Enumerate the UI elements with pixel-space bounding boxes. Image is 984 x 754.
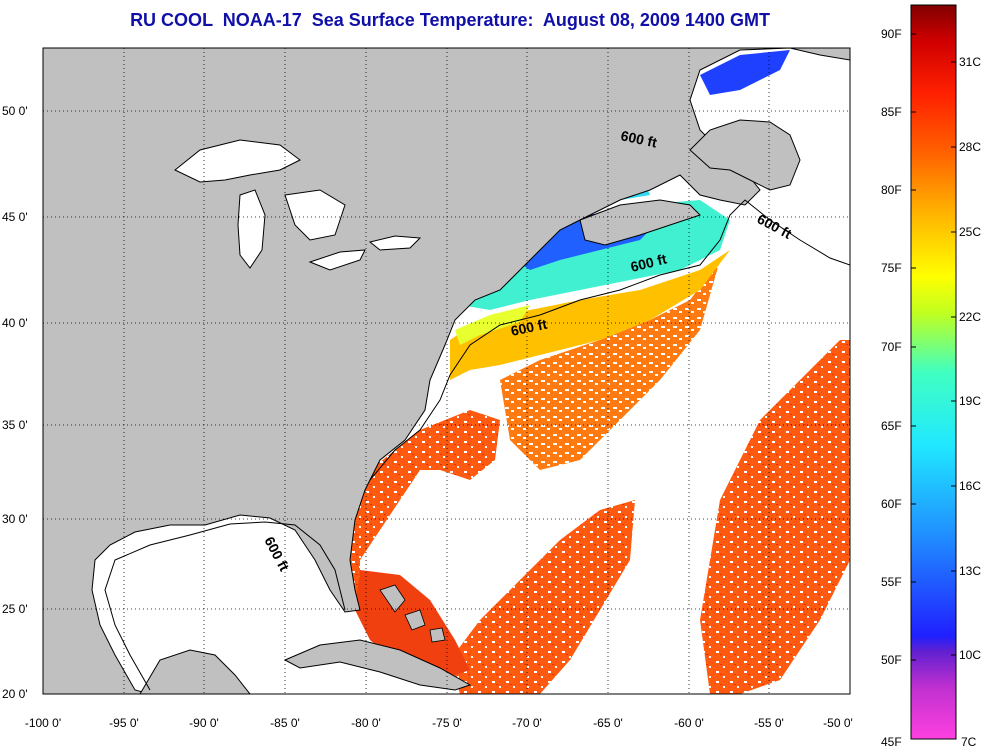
colorbar-f-label: 90F [881, 27, 902, 41]
depth-contour-600ft [369, 199, 850, 481]
lon-label: -95 0' [109, 716, 139, 730]
lat-label: 25 0' [2, 602, 28, 616]
lon-label: -70 0' [512, 716, 542, 730]
colorbar-c-label: 22C [959, 310, 981, 324]
colorbar-c-label: 13C [959, 564, 981, 578]
colorbar-c-label: 25C [959, 225, 981, 239]
lake-ontario [368, 235, 422, 251]
sst-shelf-patch [450, 250, 730, 380]
sst-east-patch [700, 340, 850, 694]
yucatan-landmass [139, 649, 251, 694]
lake-michigan [237, 189, 266, 269]
lake-huron [284, 189, 346, 241]
colorbar-f-label: 85F [881, 105, 902, 119]
colorbar-c-label: 7C [961, 735, 977, 749]
contour-label: 600 ft [509, 316, 548, 339]
nova-scotia-landmass [579, 199, 701, 246]
colorbar-c-label: 10C [959, 648, 981, 662]
newfoundland-landmass [689, 119, 801, 191]
colorbar-f-label: 50F [881, 653, 902, 667]
lon-label: -90 0' [189, 716, 219, 730]
colorbar-ticks [911, 33, 956, 661]
lat-label: 40 0' [2, 316, 28, 330]
lake-superior [174, 139, 301, 183]
lat-label: 35 0' [2, 418, 28, 432]
graticule [43, 48, 850, 694]
lon-label: -100 0' [25, 716, 61, 730]
colorbar-c-label: 28C [959, 140, 981, 154]
bahamas-islands [379, 584, 446, 643]
sst-mid-patch [500, 260, 720, 470]
lon-label: -60 0' [674, 716, 704, 730]
colorbar-f-label: 45F [881, 735, 902, 749]
colorbar-c-label: 16C [959, 479, 981, 493]
lat-label: 20 0' [2, 687, 28, 701]
cuba-landmass [283, 639, 472, 691]
colorbar [910, 4, 957, 740]
map-frame [42, 47, 851, 695]
depth-contour-600ft-gulf [104, 521, 346, 691]
lon-label: -75 0' [432, 716, 462, 730]
map-title: RU COOL NOAA-17 Sea Surface Temperature:… [130, 10, 770, 30]
colorbar-f-label: 80F [881, 183, 902, 197]
lat-label: 50 0' [2, 104, 28, 118]
colorbar-f-label: 70F [881, 340, 902, 354]
colorbar-c-label: 31C [959, 55, 981, 69]
sst-sargasso-patch [450, 500, 635, 694]
lon-label: -80 0' [351, 716, 381, 730]
lat-label: 30 0' [2, 512, 28, 526]
sst-labrador-patch [700, 50, 790, 95]
sst-gulf-stream-patch [340, 410, 500, 610]
sst-yellow-band [455, 305, 530, 345]
colorbar-f-label: 65F [881, 419, 902, 433]
lon-label: -50 0' [823, 716, 853, 730]
lon-label: -65 0' [593, 716, 623, 730]
colorbar-f-label: 60F [881, 497, 902, 511]
lat-label: 45 0' [2, 210, 28, 224]
lon-label: -55 0' [754, 716, 784, 730]
colorbar-f-label: 75F [881, 261, 902, 275]
lon-label: -85 0' [270, 716, 300, 730]
contour-label: 600 ft [619, 127, 658, 150]
colorbar-c-label: 19C [959, 394, 981, 408]
colorbar-f-label: 55F [881, 575, 902, 589]
lake-erie [308, 249, 366, 271]
